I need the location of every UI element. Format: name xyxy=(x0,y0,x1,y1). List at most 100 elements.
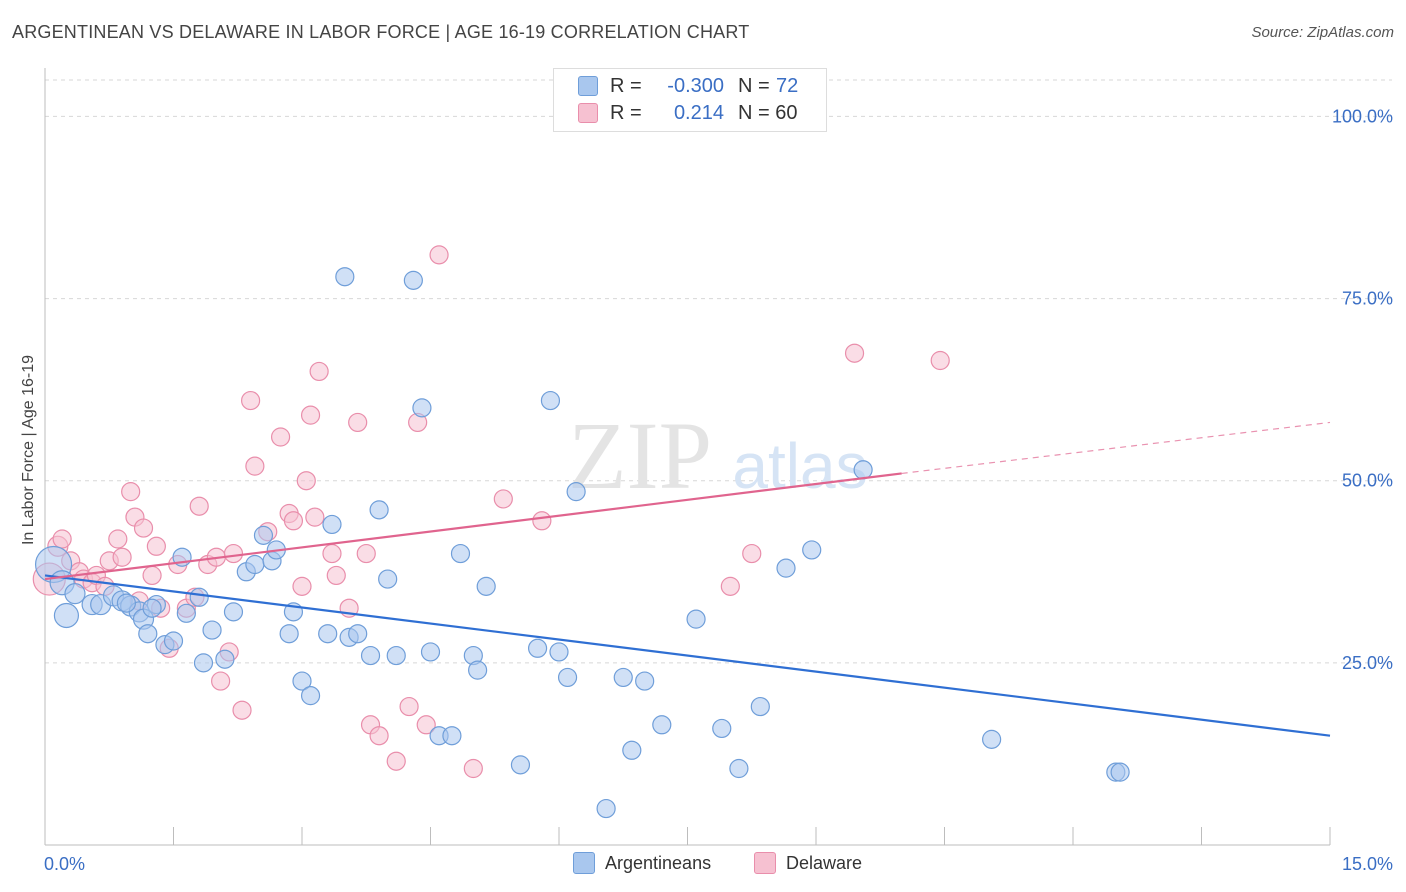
delaware-point xyxy=(386,751,406,771)
argentineans-point xyxy=(138,624,158,644)
delaware-point xyxy=(309,361,329,382)
delaware-point xyxy=(108,529,128,549)
delaware-point xyxy=(720,576,740,596)
delaware-point xyxy=(52,529,72,549)
argentineans-point xyxy=(412,398,432,418)
argentineans-point xyxy=(686,609,706,629)
axes xyxy=(44,68,1331,846)
argentineans-point xyxy=(64,583,86,605)
argentineans-point xyxy=(982,729,1002,749)
argentineans-point xyxy=(652,715,672,735)
delaware-point xyxy=(300,405,321,425)
argentineans-point xyxy=(279,624,299,644)
argentineans-point xyxy=(557,667,578,688)
source-credit: Source: ZipAtlas.com xyxy=(1251,24,1394,41)
x-tick-label-end: 15.0% xyxy=(1342,854,1393,874)
y-tick-label: 25.0% xyxy=(1342,653,1393,673)
argentineans-point xyxy=(378,569,398,589)
delaware-point xyxy=(121,482,141,502)
argentineans-point xyxy=(540,390,561,411)
delaware-point xyxy=(241,390,261,411)
legend-row-delaware: R = 0.214 N = 60 xyxy=(578,100,797,126)
argentineans-point xyxy=(322,514,342,535)
legend-r-label: R = xyxy=(610,101,642,124)
delaware-point xyxy=(369,726,389,746)
argentineans-point xyxy=(53,602,80,629)
delaware-point xyxy=(493,489,513,509)
bottom-legend-argentineans: Argentineans xyxy=(573,851,711,875)
delaware-point xyxy=(112,547,132,567)
argentineans-trend-line xyxy=(44,574,1331,737)
argentineans-point xyxy=(729,758,749,779)
delaware-point xyxy=(429,245,449,265)
x-tick-label-start: 0.0% xyxy=(44,854,85,874)
argentineans-point xyxy=(163,631,184,651)
delaware-point xyxy=(305,507,325,527)
argentineans-point xyxy=(335,267,355,287)
legend-r-value: -0.300 xyxy=(667,74,724,97)
delaware-point xyxy=(532,511,552,531)
legend-n-label: N = xyxy=(738,74,770,97)
legend-n-value: 72 xyxy=(776,74,799,97)
argentineans-point xyxy=(189,587,209,607)
delaware-point xyxy=(416,715,436,735)
delaware-point xyxy=(133,518,154,538)
delaware-point xyxy=(245,456,265,476)
argentineans-point xyxy=(202,620,222,640)
argentineans-point xyxy=(318,624,338,644)
delaware-point xyxy=(211,671,231,691)
argentineans-point xyxy=(527,638,548,658)
watermark-zip: ZIP xyxy=(568,402,712,509)
argentineans-point xyxy=(245,554,265,575)
argentineans-point xyxy=(776,558,796,578)
delaware-trend-line-extension xyxy=(901,421,1331,475)
argentineans-point xyxy=(420,642,441,662)
bottom-legend-swatch-pink xyxy=(754,852,776,874)
legend-n-label: N = 60 xyxy=(738,101,798,124)
argentineans-point xyxy=(802,540,822,560)
argentineans-point xyxy=(142,598,162,618)
argentineans-point xyxy=(223,602,244,622)
delaware-points xyxy=(32,245,950,779)
delaware-point xyxy=(463,758,483,779)
argentineans-point xyxy=(750,696,770,717)
y-tick-label: 100.0% xyxy=(1332,106,1393,126)
argentineans-point xyxy=(712,718,732,739)
chart-title: ARGENTINEAN VS DELAWARE IN LABOR FORCE |… xyxy=(12,22,750,42)
delaware-point xyxy=(322,543,342,564)
trend-lines xyxy=(44,421,1331,737)
delaware-point xyxy=(296,471,316,491)
argentineans-point xyxy=(1110,762,1130,782)
delaware-point xyxy=(742,543,762,564)
argentineans-point xyxy=(292,671,312,691)
argentineans-point xyxy=(476,576,496,596)
argentineans-point xyxy=(193,653,214,673)
legend-row-argentineans: R = -0.300 N = 72 xyxy=(578,73,798,99)
bottom-legend-swatch-blue xyxy=(573,852,595,874)
argentineans-point xyxy=(348,624,368,644)
argentineans-point xyxy=(403,270,423,290)
argentineans-point xyxy=(613,667,633,688)
argentineans-point xyxy=(450,543,471,564)
y-axis-label: In Labor Force | Age 16-19 xyxy=(20,354,37,546)
argentineans-point xyxy=(566,482,586,502)
y-tick-label: 50.0% xyxy=(1342,471,1393,491)
delaware-point xyxy=(142,565,162,586)
argentineans-point xyxy=(549,642,569,662)
legend-swatch-blue xyxy=(578,76,598,96)
argentineans-point xyxy=(369,500,389,520)
legend-r-value: 0.214 xyxy=(673,101,724,124)
argentineans-point xyxy=(386,645,406,666)
delaware-point xyxy=(844,343,865,363)
argentineans-point xyxy=(215,649,235,669)
argentineans-point xyxy=(300,686,321,706)
argentineans-point xyxy=(596,798,616,819)
delaware-point xyxy=(930,350,950,371)
bottom-legend-label: Delaware xyxy=(786,852,863,873)
delaware-point xyxy=(326,565,346,586)
delaware-point xyxy=(356,543,376,564)
bottom-legend-delaware: Delaware xyxy=(754,851,862,875)
delaware-point xyxy=(146,536,166,556)
delaware-point xyxy=(270,427,291,447)
